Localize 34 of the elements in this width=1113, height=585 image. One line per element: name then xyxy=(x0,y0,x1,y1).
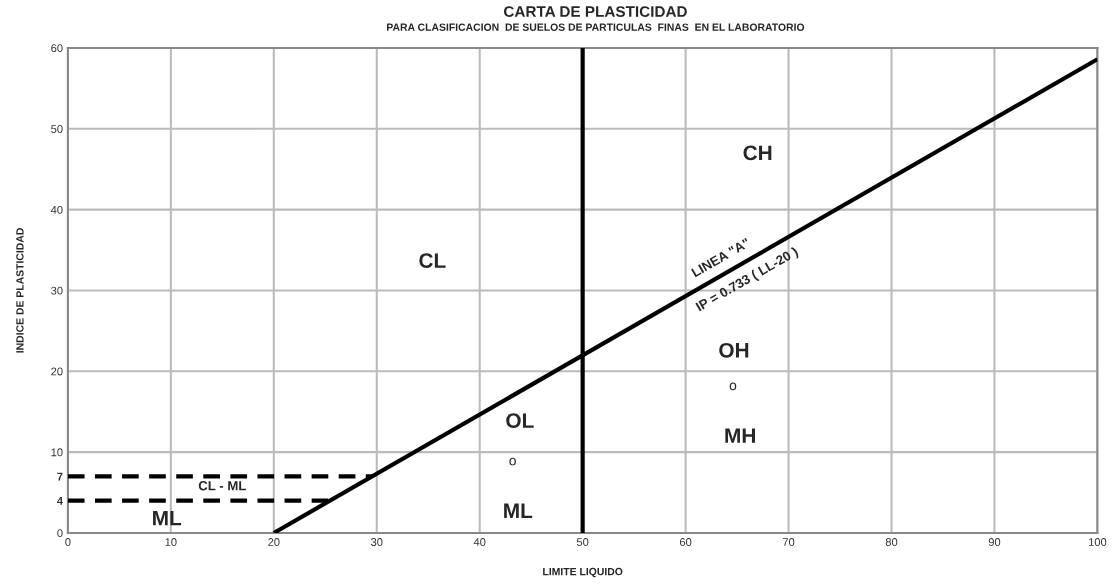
x-tick-label: 70 xyxy=(782,538,795,546)
y-axis-title: INDICE DE PLASTICIDAD xyxy=(16,228,24,353)
annotation: o xyxy=(729,382,737,391)
annotation: ML xyxy=(504,503,533,518)
annotation: MH xyxy=(725,428,755,443)
x-axis-title: LIMITE LIQUIDO xyxy=(543,567,623,578)
annotation: CH xyxy=(743,145,772,161)
y-tick-label: 20 xyxy=(51,367,63,376)
x-tick-label: 20 xyxy=(268,538,280,546)
y-tick-label: 10 xyxy=(51,448,63,457)
y-tick-label: 4 xyxy=(57,496,63,505)
x-tick-label: 0 xyxy=(65,538,71,546)
annotation: CL xyxy=(419,253,446,268)
x-tick-label: 60 xyxy=(679,538,692,546)
annotation: CL - ML xyxy=(198,481,246,491)
x-tick-label: 10 xyxy=(165,538,177,546)
annotation: OL xyxy=(506,413,534,428)
y-tick-label: 0 xyxy=(57,529,63,538)
y-tick-label: 60 xyxy=(51,44,63,53)
chart-title: CARTA DE PLASTICIDAD xyxy=(503,6,687,17)
y-tick-label: 50 xyxy=(51,125,63,133)
x-tick-label: 30 xyxy=(371,538,383,546)
annotation: ML xyxy=(153,510,182,526)
x-tick-label: 80 xyxy=(885,538,898,546)
annotation: o xyxy=(509,457,516,466)
y-tick-label: 40 xyxy=(50,205,63,214)
annotation: OH xyxy=(719,342,749,358)
x-tick-label: 90 xyxy=(988,538,1001,546)
x-tick-label: 50 xyxy=(576,538,589,546)
x-tick-label: 100 xyxy=(1089,538,1107,546)
x-tick-label: 40 xyxy=(473,538,486,546)
y-tick-label: 7 xyxy=(57,472,63,481)
chart-subtitle: PARA CLASIFICACION DE SUELOS DE PARTICULAS FINAS EN EL LABORATORIO xyxy=(387,23,805,31)
y-tick-label: 30 xyxy=(51,286,63,295)
